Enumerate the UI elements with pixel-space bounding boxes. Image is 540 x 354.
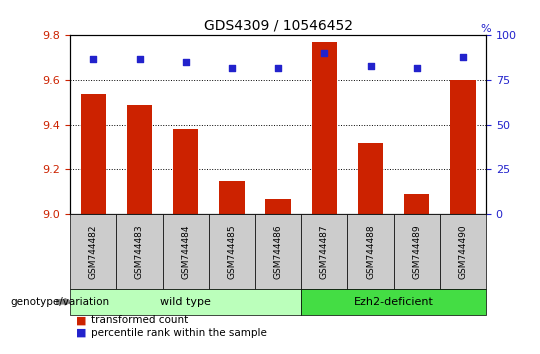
Point [227, 65, 236, 70]
Text: GSM744490: GSM744490 [458, 224, 468, 279]
Bar [173, 129, 198, 214]
Point [135, 56, 144, 62]
Text: genotype/variation: genotype/variation [11, 297, 110, 307]
Bar [265, 199, 291, 214]
Text: Ezh2-deficient: Ezh2-deficient [354, 297, 434, 307]
Text: transformed count: transformed count [91, 315, 188, 325]
Text: %: % [481, 24, 491, 34]
Bar [127, 105, 152, 214]
Bar [450, 80, 476, 214]
Title: GDS4309 / 10546452: GDS4309 / 10546452 [204, 19, 353, 33]
Text: percentile rank within the sample: percentile rank within the sample [91, 328, 267, 338]
Bar [312, 42, 337, 214]
Text: GSM744484: GSM744484 [181, 224, 190, 279]
Text: GSM744488: GSM744488 [366, 224, 375, 279]
Point [320, 50, 329, 56]
Text: GSM744483: GSM744483 [135, 224, 144, 279]
Point [274, 65, 282, 70]
Bar [404, 194, 429, 214]
Point [89, 56, 98, 62]
Text: ■: ■ [76, 315, 86, 325]
Point [181, 59, 190, 65]
Text: GSM744487: GSM744487 [320, 224, 329, 279]
Text: GSM744489: GSM744489 [412, 224, 421, 279]
Point [458, 54, 467, 60]
Point [413, 65, 421, 70]
Bar [219, 181, 245, 214]
Text: GSM744486: GSM744486 [274, 224, 282, 279]
Text: GSM744482: GSM744482 [89, 224, 98, 279]
Text: GSM744485: GSM744485 [227, 224, 237, 279]
Bar [80, 93, 106, 214]
Point [366, 63, 375, 69]
Bar [358, 143, 383, 214]
Text: ■: ■ [76, 328, 86, 338]
Text: wild type: wild type [160, 297, 211, 307]
